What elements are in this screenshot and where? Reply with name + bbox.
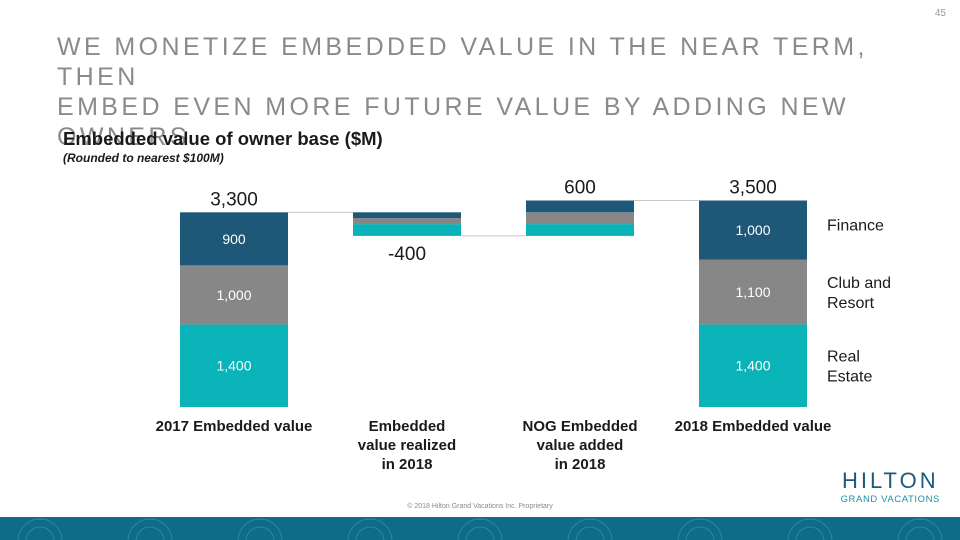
logo-sub-text: GRAND VACATIONS [840,494,940,505]
bar-segment [699,324,807,407]
delta-segment [353,224,461,236]
legend-label: Finance [827,218,884,235]
bar-segment [180,212,288,266]
delta-segment [526,200,634,213]
total-label: 600 [564,178,596,199]
slide-title: WE MONETIZE EMBEDDED VALUE IN THE NEAR T… [57,32,937,152]
total-label: 3,500 [729,178,777,199]
chart-subtitle: (Rounded to nearest $100M) [63,151,224,165]
hilton-logo: HILTON GRAND VACATIONS [840,468,940,506]
page-number: 45 [934,8,946,19]
category-label: value added [537,437,624,454]
legend-label: Real [827,349,860,366]
total-label: 3,300 [210,189,258,210]
bar-segment [180,324,288,407]
data-label: 1,000 [735,222,770,238]
legend-label: Club and [827,275,891,292]
data-label: 900 [222,231,246,247]
footer-pattern [17,518,943,540]
delta-segment [526,224,634,236]
chart-title: Embedded value of owner base ($M) [63,128,383,149]
footer-band [0,517,960,540]
category-label: in 2018 [555,456,606,473]
category-label: Embedded [369,418,446,435]
category-label: 2017 Embedded value [156,418,313,435]
bar-segment [699,259,807,325]
data-label: 1,100 [735,284,770,300]
category-label: 2018 Embedded value [675,418,832,435]
data-label: 1,400 [216,358,251,374]
logo-main-text: HILTON [841,468,939,493]
legend-label: Estate [827,369,872,386]
delta-segment [526,212,634,225]
bar-segment [180,265,288,325]
data-label: 1,000 [216,287,251,303]
bar-segment [699,200,807,260]
category-label: NOG Embedded [522,418,637,435]
total-label: -400 [388,244,426,265]
data-label: 1,400 [735,358,770,374]
waterfall-chart: 1,400 1,000 900 3,300 2017 Embedded value -40… [156,178,891,474]
category-label: value realized [358,437,456,454]
delta-segment [353,212,461,219]
copyright-notice: © 2018 Hilton Grand Vacations Inc. Propr… [407,503,553,510]
delta-segment [353,218,461,225]
title-line-2: EMBED EVEN MORE FUTURE VALUE BY ADDING N… [57,93,849,151]
legend-label: Resort [827,295,875,312]
title-line-1: WE MONETIZE EMBEDDED VALUE IN THE NEAR T… [57,33,868,91]
category-label: in 2018 [382,456,433,473]
